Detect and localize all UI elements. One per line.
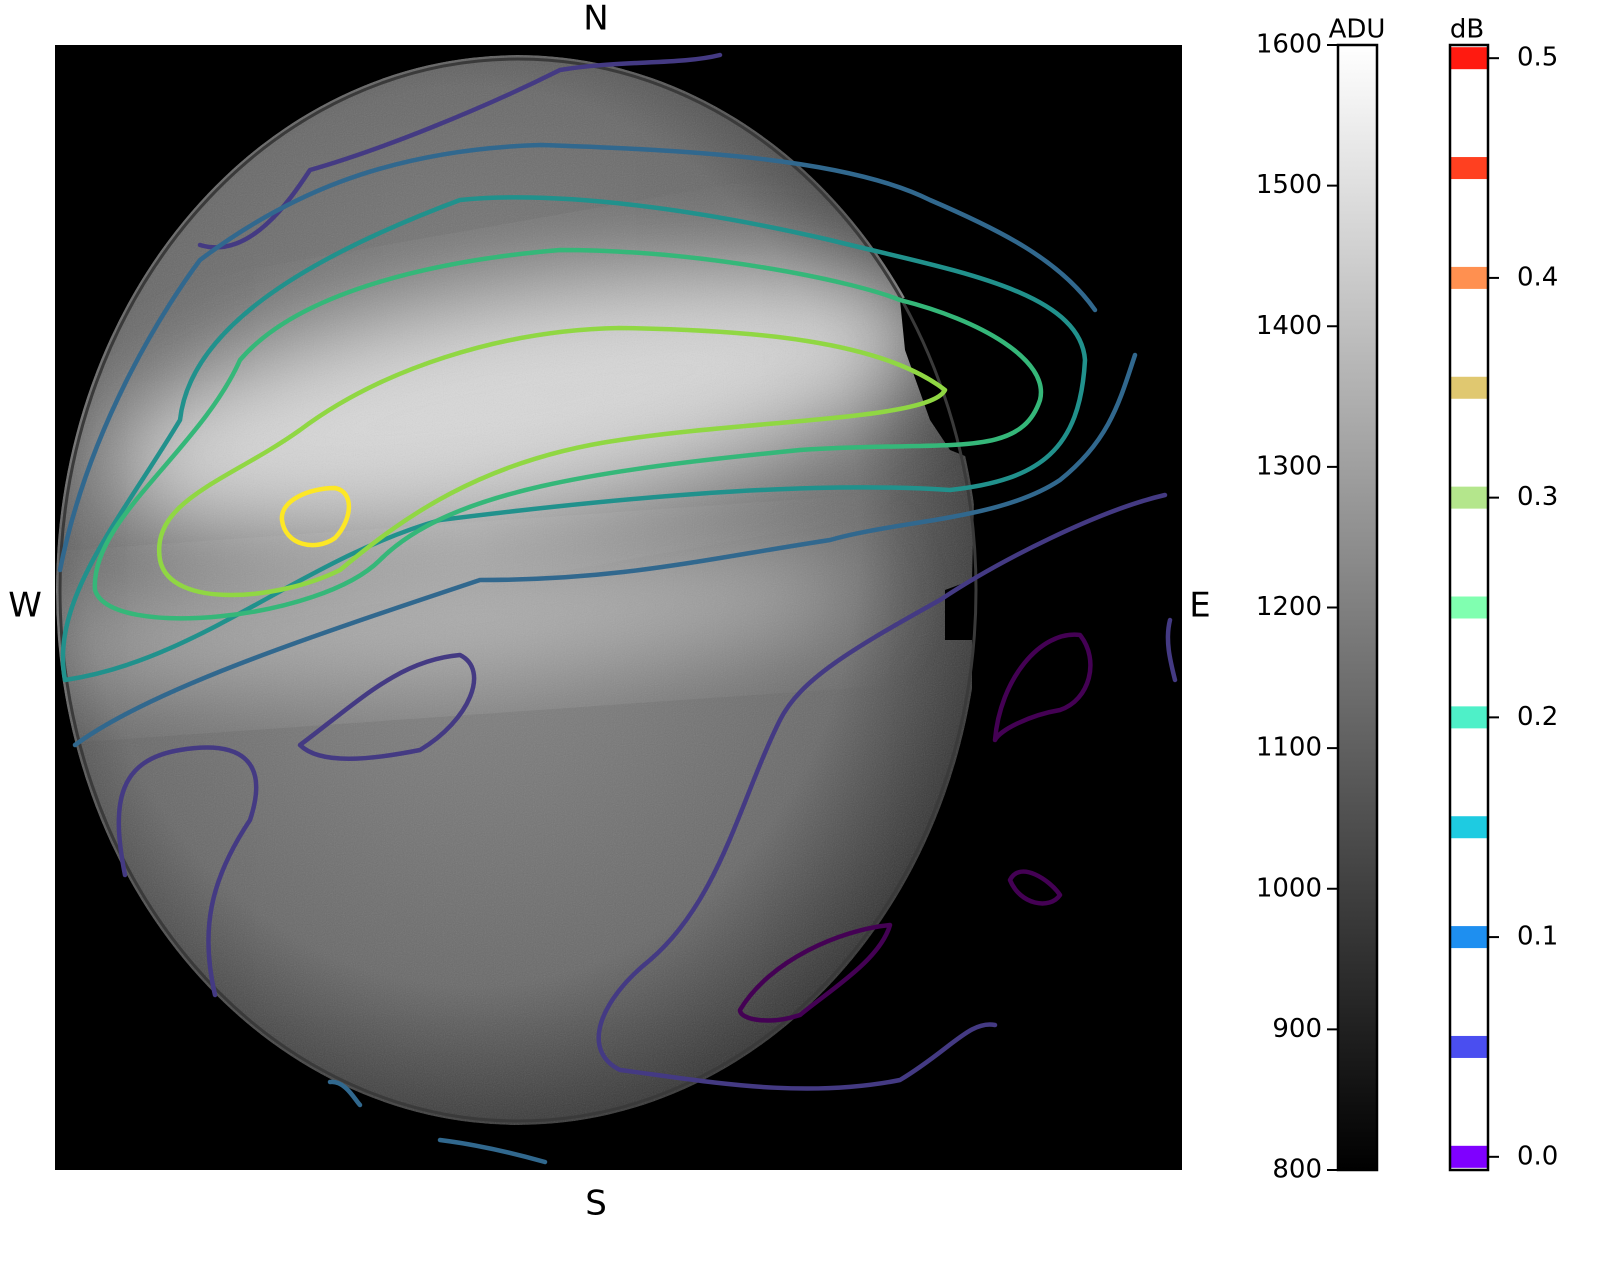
tick-label: 1300	[1256, 451, 1322, 481]
contour	[279, 485, 352, 548]
color-band	[1450, 596, 1488, 619]
tick-label: 0.0	[1517, 1141, 1558, 1171]
color-band	[1450, 157, 1488, 180]
tick-label: 900	[1272, 1014, 1322, 1044]
color-band	[1450, 926, 1488, 949]
contour	[1007, 869, 1063, 906]
tick-label: 1200	[1256, 592, 1322, 622]
color-band	[1450, 1145, 1488, 1168]
contour	[72, 352, 1138, 748]
colorbar-title: ADU	[1329, 15, 1386, 45]
tick-label: 1000	[1256, 873, 1322, 903]
contour	[57, 142, 1098, 573]
contour	[437, 1137, 548, 1165]
contour	[60, 195, 1088, 683]
sky-image	[55, 45, 1182, 1170]
tick-label: 800	[1272, 1155, 1322, 1185]
tick-label: 1600	[1256, 30, 1322, 60]
direction-label: N	[583, 0, 608, 39]
color-band	[1450, 1035, 1488, 1058]
tick-label: 1100	[1256, 733, 1322, 763]
contour	[156, 325, 948, 598]
contour	[596, 492, 1168, 1091]
contour	[92, 247, 1044, 621]
color-band	[1450, 706, 1488, 729]
color-band	[1450, 816, 1488, 839]
tick-label: 0.1	[1517, 922, 1558, 952]
direction-label: S	[585, 1184, 607, 1224]
contour	[297, 652, 477, 761]
contour	[197, 52, 723, 250]
contour	[327, 1079, 363, 1108]
tick-label: 1500	[1256, 170, 1322, 200]
color-band	[1450, 486, 1488, 509]
colorbar-title: dB	[1450, 15, 1484, 45]
contours	[57, 52, 1178, 1165]
tick-label: 0.5	[1517, 43, 1558, 73]
tick-label: 0.3	[1517, 482, 1558, 512]
direction-label: E	[1189, 586, 1210, 626]
tick-label: 0.4	[1517, 262, 1558, 292]
colorbar	[1336, 43, 1379, 1172]
color-band	[1450, 266, 1488, 289]
direction-label: W	[8, 586, 42, 626]
tick-label: 1400	[1256, 311, 1322, 341]
contour	[1165, 617, 1178, 683]
colorbar-border	[1448, 43, 1490, 1172]
contour	[737, 922, 893, 1023]
contour	[992, 632, 1093, 743]
tick-label: 0.2	[1517, 702, 1558, 732]
color-band	[1450, 376, 1488, 399]
contour	[116, 745, 259, 998]
color-band	[1450, 47, 1488, 70]
